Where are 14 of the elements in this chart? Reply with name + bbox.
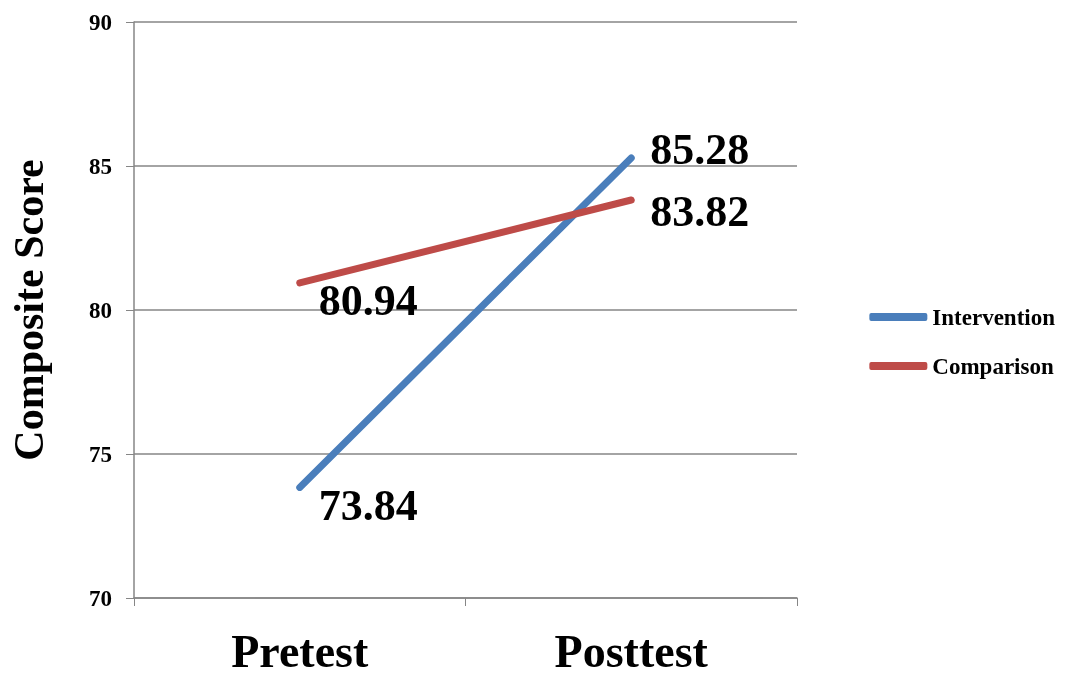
y-tick-label: 85: [89, 153, 112, 179]
x-tick-label: Posttest: [554, 625, 709, 677]
y-tick-label: 80: [89, 297, 112, 323]
data-label: 83.82: [650, 187, 750, 237]
legend-label: Intervention: [932, 304, 1056, 330]
y-tick-label: 70: [89, 585, 112, 611]
data-label: 73.84: [318, 480, 418, 530]
y-tick-label: 75: [89, 441, 112, 467]
y-axis-title: Composite Score: [6, 159, 52, 461]
y-tick-label: 90: [89, 9, 112, 35]
legend-label: Comparison: [932, 353, 1054, 379]
data-label: 85.28: [650, 125, 750, 175]
data-label: 80.94: [318, 276, 418, 326]
x-tick-label: Pretest: [231, 625, 369, 677]
